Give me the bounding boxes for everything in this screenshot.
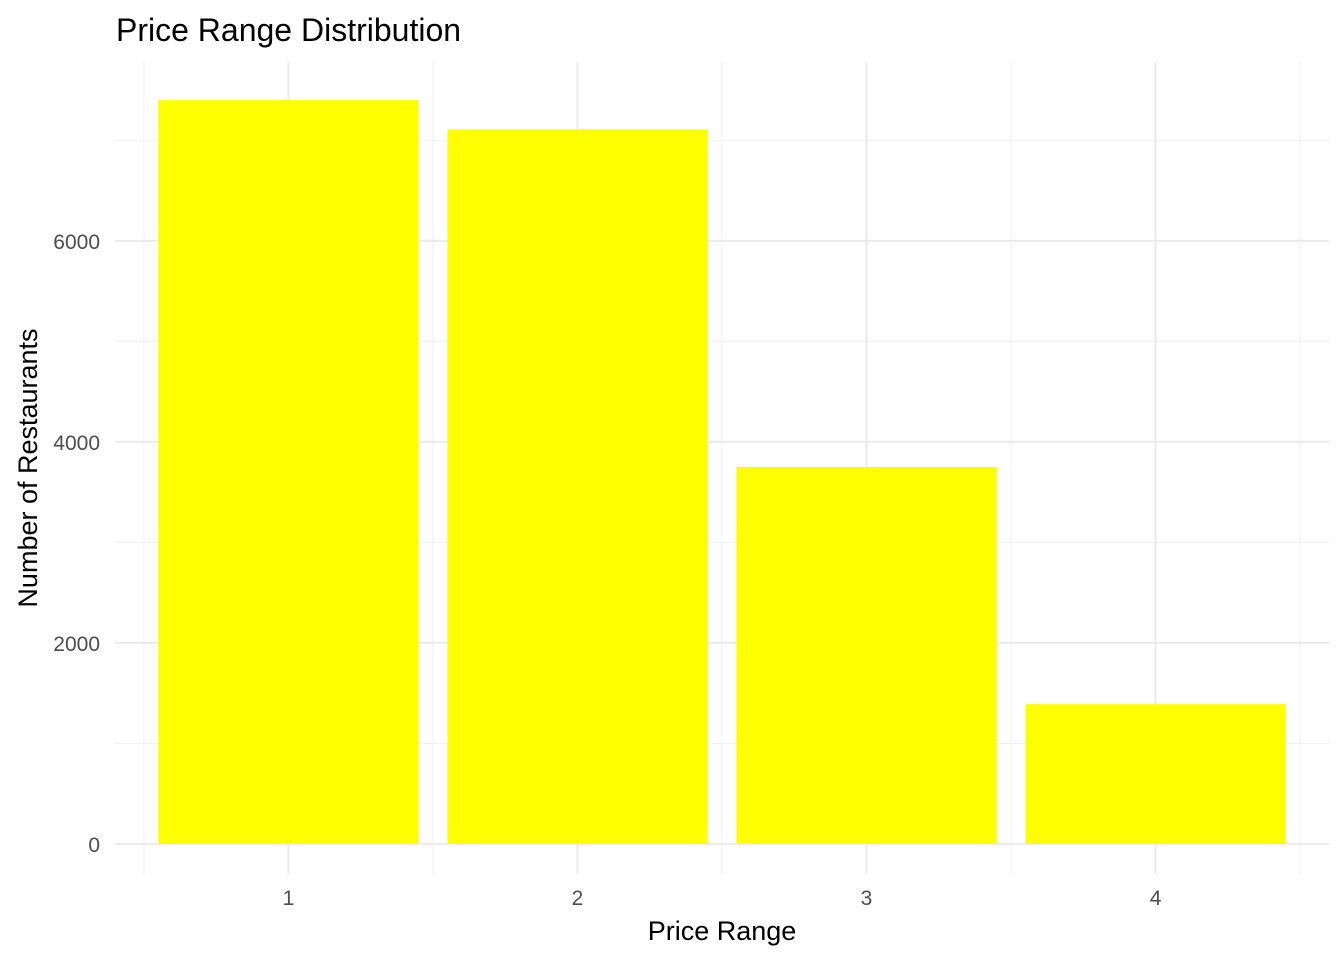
y-axis-title: Number of Restaurants <box>13 328 43 607</box>
x-tick-label: 3 <box>861 887 873 910</box>
x-tick-label: 2 <box>572 887 584 910</box>
bar-3 <box>736 466 997 844</box>
x-tick-label: 4 <box>1150 887 1162 910</box>
y-tick-label: 2000 <box>53 633 100 656</box>
bars <box>158 100 1286 844</box>
y-tick-label: 4000 <box>53 432 100 455</box>
x-axis-ticks: 1 2 3 4 <box>283 887 1162 910</box>
bar-1 <box>158 100 419 844</box>
x-tick-label: 1 <box>283 887 295 910</box>
y-axis-ticks: 0 2000 4000 6000 <box>53 231 100 857</box>
y-tick-label: 6000 <box>53 231 100 254</box>
x-axis-title: Price Range <box>648 916 797 946</box>
bar-2 <box>447 129 708 844</box>
y-tick-label: 0 <box>88 834 100 857</box>
chart-title: Price Range Distribution <box>116 12 461 48</box>
bar-4 <box>1025 704 1286 844</box>
